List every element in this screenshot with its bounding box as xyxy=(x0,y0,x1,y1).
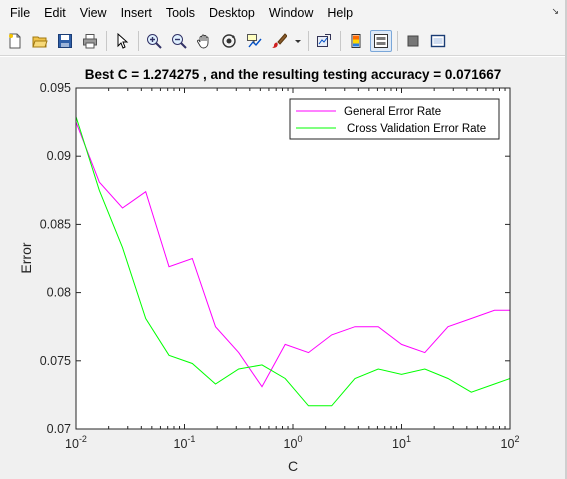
y-tick-label: 0.09 xyxy=(47,149,71,163)
series-line-cross-validation-error[interactable] xyxy=(75,116,511,407)
x-tick-exp: 0 xyxy=(297,434,302,444)
pan-icon[interactable] xyxy=(193,30,215,52)
x-tick-exp: 1 xyxy=(406,434,411,444)
y-axis-label: Error xyxy=(18,242,34,273)
toolbar-separator xyxy=(308,30,309,51)
legend[interactable]: General Error Rate Cross Validation Erro… xyxy=(289,98,500,140)
menu-window[interactable]: Window xyxy=(268,6,314,20)
x-tick-base: 10 xyxy=(392,437,406,451)
window-border xyxy=(565,0,567,479)
menu-tools[interactable]: Tools xyxy=(165,6,196,20)
menu-help[interactable]: Help xyxy=(327,6,354,20)
x-tick-base: 10 xyxy=(284,437,298,451)
toolbar-separator xyxy=(340,30,341,51)
x-tick-base: 10 xyxy=(501,437,515,451)
x-tick-labels: 10-2 10-1 100 101 102 xyxy=(65,434,519,451)
x-tick-exp: -1 xyxy=(187,434,195,444)
y-tick-labels: 0.095 0.09 0.085 0.08 0.075 0.07 xyxy=(40,81,71,436)
series-line-general-error[interactable] xyxy=(75,121,510,388)
menu-desktop[interactable]: Desktop xyxy=(209,6,255,20)
x-axis-label: C xyxy=(288,458,298,474)
legend-label-cross-validation: Cross Validation Error Rate xyxy=(347,123,486,135)
x-tick-label: 10-2 xyxy=(65,434,87,451)
menu-insert[interactable]: Insert xyxy=(120,6,152,20)
show-plot-tools-icon[interactable] xyxy=(427,30,449,52)
chart-title: Best C = 1.274275 , and the resulting te… xyxy=(85,67,501,82)
menu-edit[interactable]: Edit xyxy=(44,6,66,20)
ticks-layer xyxy=(75,87,511,430)
toolbar-separator xyxy=(106,30,107,51)
data-cursor-icon[interactable] xyxy=(243,30,265,52)
x-tick-base: 10 xyxy=(65,437,79,451)
y-tick-label: 0.085 xyxy=(40,217,71,231)
menu-view[interactable]: View xyxy=(79,6,107,20)
zoom-out-icon[interactable] xyxy=(168,30,190,52)
pointer-icon[interactable] xyxy=(111,30,133,52)
chart-svg: Best C = 1.274275 , and the resulting te… xyxy=(18,67,519,474)
legend-box xyxy=(289,98,500,140)
rotate-3d-icon[interactable] xyxy=(218,30,240,52)
x-tick-label: 102 xyxy=(501,434,520,451)
x-tick-label: 100 xyxy=(284,434,303,451)
dock-arrow-icon[interactable]: ↘ xyxy=(551,6,559,16)
hide-plot-tools-icon[interactable] xyxy=(402,30,424,52)
y-tick-label: 0.095 xyxy=(40,81,71,95)
new-figure-icon[interactable] xyxy=(4,30,26,52)
insert-colorbar-icon[interactable] xyxy=(345,30,367,52)
open-file-icon[interactable] xyxy=(29,30,51,52)
save-icon[interactable] xyxy=(54,30,76,52)
series-layer xyxy=(75,116,511,407)
link-plot-icon[interactable] xyxy=(313,30,335,52)
brush-dropdown-icon[interactable] xyxy=(293,30,303,52)
x-tick-base: 10 xyxy=(174,437,188,451)
y-tick-label: 0.075 xyxy=(40,354,71,368)
toolbar-separator xyxy=(397,30,398,51)
x-tick-label: 10-1 xyxy=(174,434,196,451)
insert-legend-icon[interactable] xyxy=(370,29,392,52)
figure-toolbar xyxy=(0,26,567,56)
menu-bar: File Edit View Insert Tools Desktop Wind… xyxy=(0,0,567,26)
y-tick-label: 0.08 xyxy=(47,286,71,300)
brush-icon[interactable] xyxy=(268,30,290,52)
toolbar-separator xyxy=(138,30,139,51)
zoom-in-icon[interactable] xyxy=(143,30,165,52)
x-tick-exp: -2 xyxy=(79,434,87,444)
x-tick-exp: 2 xyxy=(514,434,519,444)
legend-label-general: General Error Rate xyxy=(344,106,441,118)
y-tick-label: 0.07 xyxy=(47,422,71,436)
menu-file[interactable]: File xyxy=(10,6,31,20)
print-icon[interactable] xyxy=(79,30,101,52)
axes-background[interactable] xyxy=(76,88,510,429)
x-tick-label: 101 xyxy=(392,434,411,451)
